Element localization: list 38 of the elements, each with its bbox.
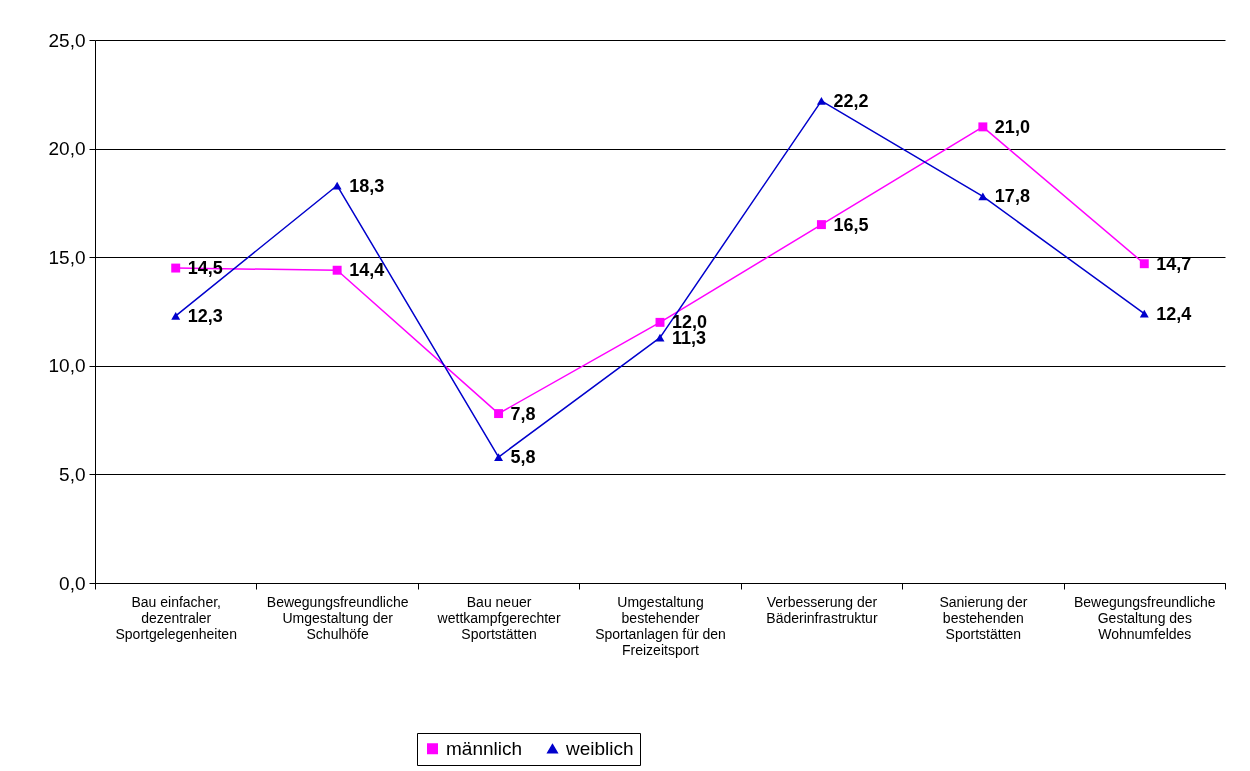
data-label: 17,8: [994, 186, 1030, 207]
point: [332, 265, 342, 275]
x-tick-label: Bewegungsfreundliche Umgestaltung der Schulhöfe: [266, 593, 409, 642]
y-tick-label: 0,0: [59, 572, 86, 594]
data-label: 7,8: [510, 403, 536, 424]
data-label: 22,2: [833, 90, 869, 111]
point: [816, 96, 826, 105]
x-tick-label: Verbesserung der Bäderinfrastruktur: [766, 593, 878, 626]
data-label: 12,4: [1156, 303, 1192, 324]
point: [171, 263, 181, 273]
point: [494, 453, 504, 461]
y-tick-label: 5,0: [59, 463, 86, 485]
point: [171, 311, 181, 320]
x-tick-label: Bewegungsfreundliche Gestaltung des Wohnumfeldes: [1073, 593, 1216, 642]
point: [816, 220, 826, 230]
data-label: 18,3: [349, 175, 385, 196]
point: [1139, 309, 1149, 318]
point: [978, 122, 988, 132]
x-tick-label: Bau einfacher, dezentraler Sportgelegenheiten: [115, 593, 237, 642]
y-tick-label: 25,0: [48, 29, 86, 51]
x-tick-label: Bau neuer wettkampfgerechter Sportstätten: [436, 593, 561, 642]
legend-label: männlich: [446, 737, 523, 759]
point: [1139, 259, 1149, 269]
point: [978, 192, 988, 201]
point: [332, 181, 342, 190]
data-label: 14,4: [349, 260, 385, 281]
point: [655, 317, 665, 327]
data-label: 16,5: [833, 214, 869, 235]
x-tick-label: Sanierung der bestehenden Sportstätten: [939, 593, 1028, 642]
data-label: 12,3: [187, 305, 223, 326]
data-label: 21,0: [994, 116, 1030, 137]
legend-label: weiblich: [565, 737, 634, 759]
y-tick-label: 20,0: [48, 138, 86, 160]
y-tick-label: 15,0: [48, 246, 86, 268]
y-tick-label: 10,0: [48, 355, 86, 377]
point: [494, 409, 504, 419]
data-label: 5,8: [510, 447, 536, 468]
x-tick-label: Umgestaltung bestehender Sportanlagen für den Freizeitsport: [595, 593, 726, 658]
